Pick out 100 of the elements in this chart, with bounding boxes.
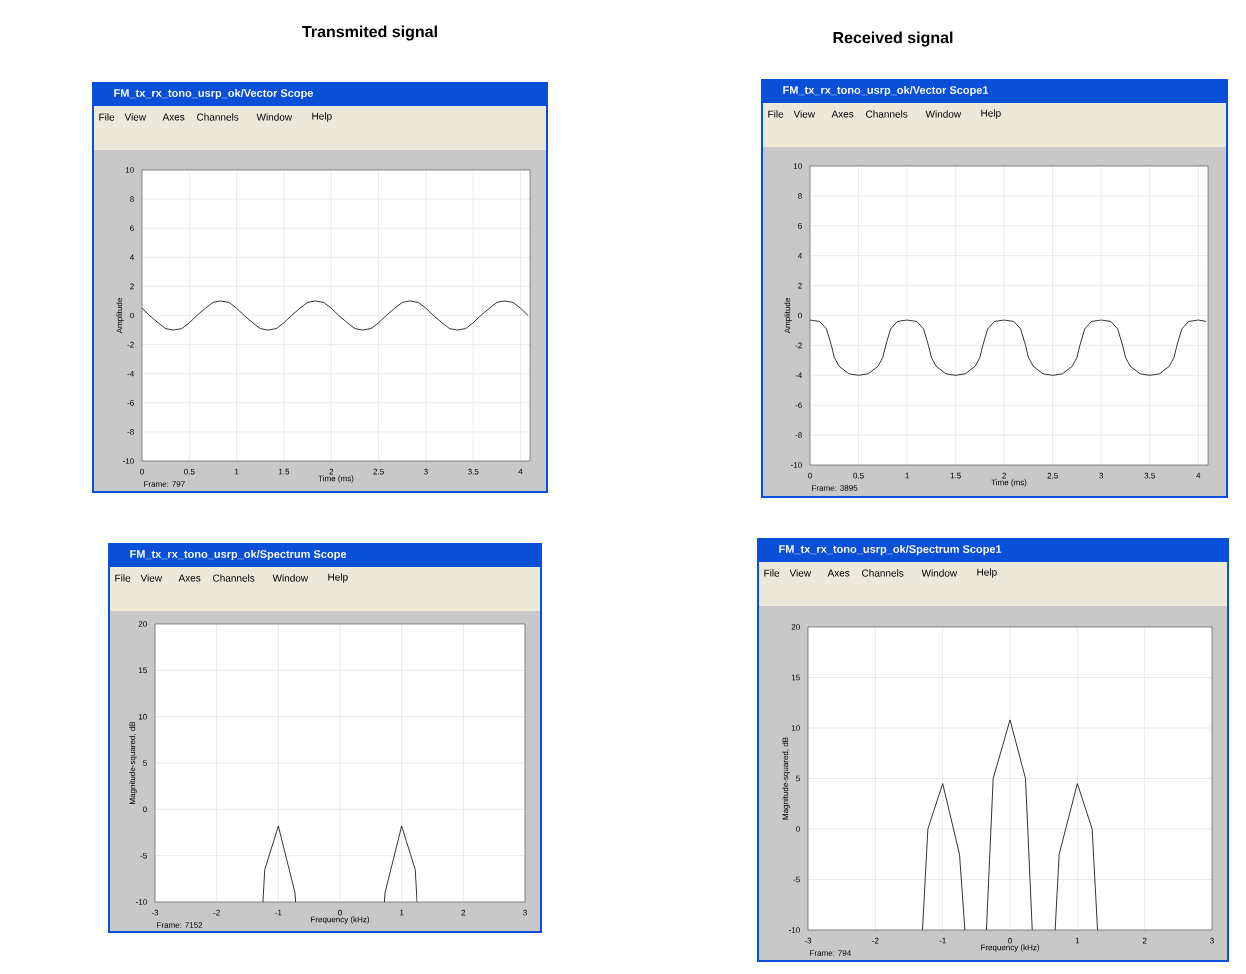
text: Axes xyxy=(162,113,185,121)
y-tick-label: 6 xyxy=(130,225,134,232)
x-tick-label: -1 xyxy=(939,937,946,944)
x-tick-label: 0.5 xyxy=(184,468,195,475)
y-tick-label: -5 xyxy=(793,876,800,883)
x-tick-label: 3.5 xyxy=(1144,472,1155,479)
x-axis-title: Time (ms) xyxy=(991,479,1027,487)
x-tick-label: 2.5 xyxy=(1047,472,1058,479)
x-tick-label: 2 xyxy=(461,909,466,916)
y-tick-label: 0 xyxy=(796,826,800,832)
text: Frame: 797 xyxy=(144,481,185,487)
x-tick-label: 3 xyxy=(1099,472,1104,479)
chart-title: Received signal xyxy=(833,31,953,47)
y-tick-label: 0 xyxy=(143,806,147,813)
x-axis-title: Frequency (kHz) xyxy=(981,944,1040,952)
text: Axes xyxy=(827,569,850,577)
y-tick-label: 10 xyxy=(791,725,800,731)
x-axis-title: Frequency (kHz) xyxy=(311,916,370,924)
y-tick-label: -6 xyxy=(795,402,802,409)
text: Channels xyxy=(197,113,239,121)
y-tick-label: 15 xyxy=(138,667,147,674)
text: Help xyxy=(977,568,997,578)
y-tick-label: -6 xyxy=(127,399,134,406)
x-tick-label: 4 xyxy=(518,468,523,475)
x-tick-label: -2 xyxy=(872,937,879,944)
y-axis-title: Magnitude-squared, dB xyxy=(129,721,137,804)
y-tick-label: 20 xyxy=(791,624,800,630)
y-tick-label: -2 xyxy=(127,341,134,348)
chart-subtitle: FM_tx_rx_tono_usrp_ok/Vector Scope xyxy=(114,88,314,100)
y-tick-label: 15 xyxy=(791,674,800,681)
x-tick-label: -3 xyxy=(151,909,159,916)
y-tick-label: -2 xyxy=(795,342,802,349)
y-axis-title: Magnitude-squared, dB xyxy=(782,737,790,820)
x-tick-label: 0 xyxy=(338,909,342,916)
y-tick-label: 5 xyxy=(143,760,147,766)
y-tick-label: 4 xyxy=(797,252,802,259)
y-tick-label: -5 xyxy=(140,852,147,859)
text: Frame: 3895 xyxy=(812,485,858,491)
y-tick-label: -8 xyxy=(127,429,134,435)
x-tick-label: 2 xyxy=(329,468,334,475)
x-tick-label: 3 xyxy=(1210,937,1214,944)
x-tick-label: 1 xyxy=(235,468,239,475)
x-tick-label: 3 xyxy=(423,468,428,475)
text: File xyxy=(115,574,131,582)
x-tick-label: 1 xyxy=(905,472,909,479)
text: Help xyxy=(981,109,1001,119)
text: Channels xyxy=(866,110,908,118)
text: File xyxy=(99,113,115,121)
y-tick-label: 20 xyxy=(138,621,147,627)
x-tick-label: 0 xyxy=(1008,937,1012,944)
text: Frame: 7152 xyxy=(157,922,203,928)
x-tick-label: 2 xyxy=(1142,937,1147,944)
y-tick-label: -10 xyxy=(123,458,134,464)
y-tick-label: 6 xyxy=(798,222,802,229)
text: View xyxy=(789,569,812,577)
text: Window xyxy=(256,113,293,121)
x-tick-label: 1.5 xyxy=(950,472,961,479)
x-tick-label: 1 xyxy=(400,909,404,916)
y-tick-label: 8 xyxy=(798,193,802,199)
y-tick-label: 10 xyxy=(125,167,134,173)
chart-subtitle: FM_tx_rx_tono_usrp_ok/Spectrum Scope1 xyxy=(779,544,1002,556)
y-tick-label: 10 xyxy=(138,713,147,720)
y-tick-label: -4 xyxy=(127,370,134,377)
y-tick-label: -4 xyxy=(795,372,802,379)
y-tick-label: -10 xyxy=(791,462,802,468)
x-tick-label: -3 xyxy=(804,937,812,944)
x-tick-label: 2.5 xyxy=(373,468,384,475)
text: Frame: 794 xyxy=(810,950,851,956)
y-tick-label: 8 xyxy=(130,196,134,202)
text: View xyxy=(124,113,147,121)
text: File xyxy=(768,110,784,118)
x-tick-label: -1 xyxy=(275,909,282,916)
text: Help xyxy=(312,112,332,122)
y-tick-label: 0 xyxy=(798,312,802,319)
y-tick-label: -8 xyxy=(795,432,802,438)
x-tick-label: 1 xyxy=(1075,937,1080,944)
y-tick-label: 4 xyxy=(129,254,134,261)
y-tick-label: 10 xyxy=(793,163,802,169)
text: View xyxy=(793,110,816,118)
chart-subtitle: FM_tx_rx_tono_usrp_ok/Vector Scope1 xyxy=(783,85,989,97)
text: Axes xyxy=(178,574,201,582)
text: View xyxy=(140,574,163,582)
x-tick-label: 2 xyxy=(1002,472,1006,479)
y-tick-label: 2 xyxy=(798,282,802,289)
x-tick-label: 3 xyxy=(523,909,527,916)
text: File xyxy=(764,569,780,577)
text: Channels xyxy=(213,574,255,582)
x-tick-label: 1.5 xyxy=(279,468,290,475)
y-axis-title: Amplitude xyxy=(116,298,124,334)
text: Window xyxy=(921,569,958,577)
text: Channels xyxy=(862,569,904,577)
x-tick-label: -2 xyxy=(213,909,220,916)
y-tick-label: -10 xyxy=(789,927,800,933)
y-axis-title: Amplitude xyxy=(784,298,792,334)
x-axis-title: Time (ms) xyxy=(318,475,354,483)
text: Help xyxy=(328,573,348,583)
y-tick-label: 5 xyxy=(796,775,800,782)
chart-title: Transmited signal xyxy=(302,25,437,41)
x-tick-label: 4 xyxy=(1196,472,1201,479)
text: Axes xyxy=(831,110,854,118)
